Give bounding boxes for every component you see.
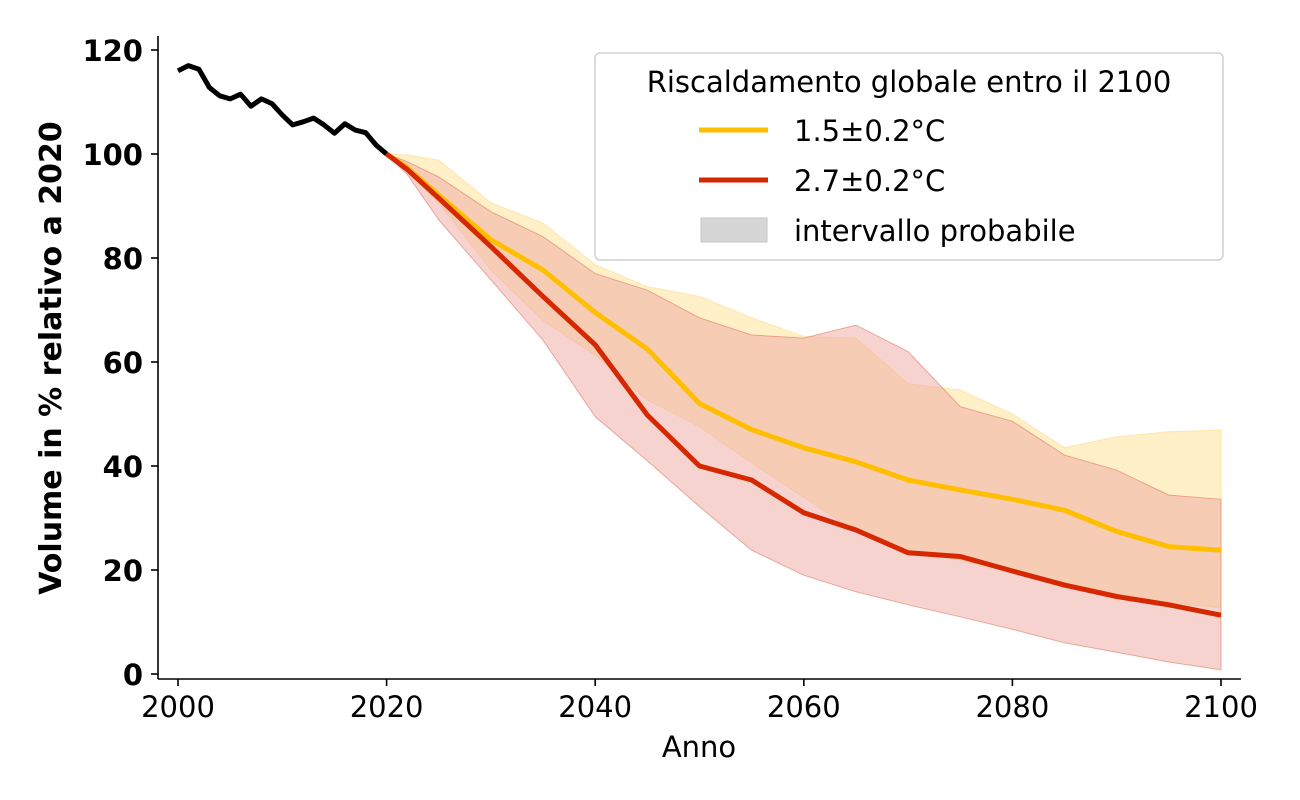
y-axis-label: Volume in % relativo a 2020 <box>34 121 69 595</box>
x-tick-label: 2040 <box>558 690 632 724</box>
x-ticks: 2000 2020 2040 2060 2080 2100 <box>141 679 1258 724</box>
x-tick-label: 2020 <box>350 690 424 724</box>
legend-box <box>594 52 1224 261</box>
y-tick-label: 80 <box>103 242 143 276</box>
historical-line <box>176 63 389 156</box>
likely-range-band-2-7c <box>386 153 1222 671</box>
legend-entry-1-5c: 1.5±0.2°C <box>699 114 945 148</box>
y-tick-label: 120 <box>82 34 143 68</box>
y-tick-label: 40 <box>103 450 143 484</box>
y-ticks: 0 20 40 60 80 100 120 <box>82 34 158 692</box>
legend: Riscaldamento globale entro il 2100 1.5±… <box>594 52 1224 261</box>
y-tick-label: 0 <box>123 658 143 692</box>
legend-entry-2-7c: 2.7±0.2°C <box>699 164 945 198</box>
series-lines <box>176 63 1222 618</box>
x-axis-label: Anno <box>662 730 736 764</box>
y-tick-label: 60 <box>103 346 143 380</box>
y-tick-label: 100 <box>82 138 143 172</box>
legend-label-1-5c: 1.5±0.2°C <box>794 114 945 148</box>
x-tick-label: 2060 <box>767 690 841 724</box>
x-tick-label: 2080 <box>975 690 1049 724</box>
likely-range-bands <box>385 153 1222 671</box>
legend-title: Riscaldamento globale entro il 2100 <box>647 65 1172 99</box>
legend-entry-likely-range: intervallo probabile <box>700 214 1076 248</box>
legend-label-2-7c: 2.7±0.2°C <box>794 164 945 198</box>
legend-swatch-likely-range <box>700 217 768 243</box>
legend-label-likely-range: intervallo probabile <box>794 214 1076 248</box>
x-tick-label: 2000 <box>141 690 215 724</box>
x-tick-label: 2100 <box>1184 690 1258 724</box>
series-line-1-5c <box>385 151 1222 553</box>
y-tick-label: 20 <box>103 554 143 588</box>
series-line-2-7c <box>385 151 1222 618</box>
